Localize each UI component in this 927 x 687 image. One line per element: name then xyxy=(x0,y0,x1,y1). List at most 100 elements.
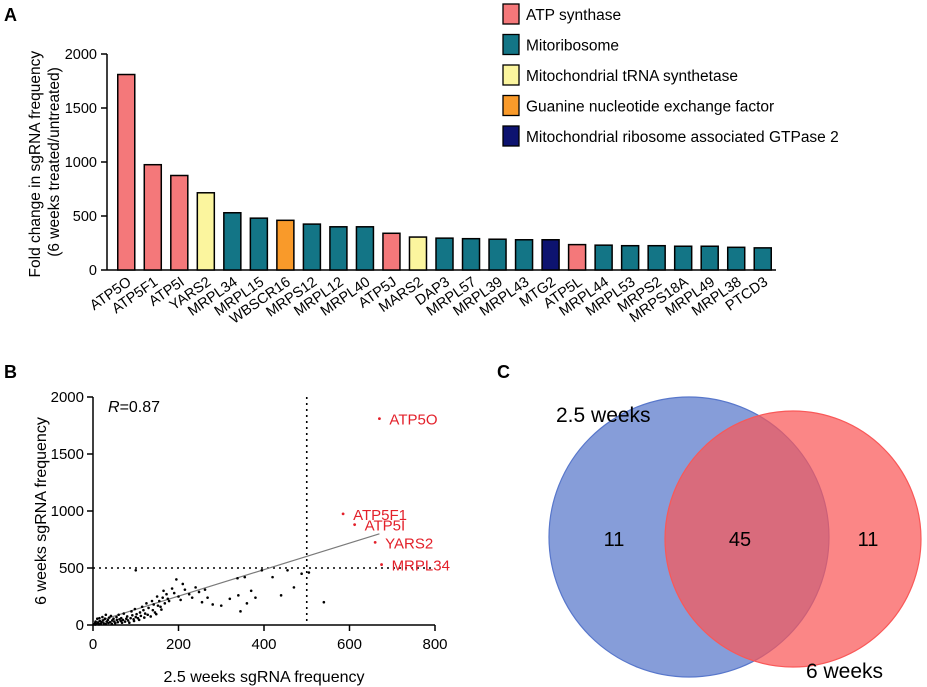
scatter-point xyxy=(109,614,113,618)
scatter-point xyxy=(159,605,162,609)
scatter-point xyxy=(115,618,119,622)
scatter-point xyxy=(187,592,191,596)
scatter-point xyxy=(166,597,170,601)
scatter-point xyxy=(152,603,156,606)
scatter-point xyxy=(106,618,110,622)
bar-y-tick-label: 1500 xyxy=(65,101,97,117)
scatter-point xyxy=(103,617,107,621)
bar xyxy=(567,243,587,271)
bar xyxy=(726,246,746,271)
scatter-point xyxy=(155,595,159,598)
bar-y-axis-label: Fold change in sgRNA frequency (6 weeks … xyxy=(27,47,63,278)
legend-swatch xyxy=(502,94,520,117)
highlight-point xyxy=(373,540,377,544)
bar xyxy=(541,239,560,271)
scatter-point xyxy=(121,618,125,622)
bar xyxy=(514,239,534,271)
r-value: =0.87 xyxy=(120,399,161,416)
legend-swatch xyxy=(502,64,520,86)
panel-label-a: A xyxy=(4,5,17,25)
scatter-point xyxy=(132,619,136,623)
venn-count-right-only: 11 xyxy=(858,529,879,551)
scatter-y-tick-label: 2000 xyxy=(51,389,84,406)
scatter-chart: 6 weeks sgRNA frequency 2.5 weeks sgRNA … xyxy=(33,389,450,686)
scatter-point xyxy=(292,586,296,589)
scatter-point xyxy=(123,620,127,623)
legend-label: Mitoribosome xyxy=(526,38,619,55)
scatter-y-axis-label: 6 weeks sgRNA frequency xyxy=(33,417,50,605)
bar xyxy=(488,238,507,271)
scatter-point xyxy=(125,615,129,618)
venn-circle-6-weeks xyxy=(664,410,922,668)
scatter-point xyxy=(151,608,155,612)
scatter-point xyxy=(183,588,187,591)
scatter-point xyxy=(108,620,112,624)
bar xyxy=(382,232,401,271)
scatter-point xyxy=(286,568,289,572)
bar xyxy=(143,163,163,271)
scatter-point xyxy=(139,614,143,618)
scatter-point xyxy=(128,621,131,625)
bar xyxy=(408,236,428,271)
highlight-point xyxy=(341,512,345,516)
legend-label: Guanine nucleotide exchange factor xyxy=(526,99,774,116)
scatter-point xyxy=(125,617,128,621)
scatter-y-tick-label: 1500 xyxy=(51,446,84,463)
scatter-point xyxy=(254,596,257,599)
highlight-label: ATP5I xyxy=(365,518,406,535)
venn-label-2-5-weeks: 2.5 weeks xyxy=(556,404,651,427)
legend-swatch xyxy=(502,33,520,56)
highlight-label: ATP5F1 xyxy=(353,507,407,524)
legend-swatch xyxy=(502,3,520,25)
scatter-point xyxy=(194,586,197,589)
highlight-point xyxy=(353,523,357,527)
panel-label-c: C xyxy=(497,362,510,382)
bar xyxy=(117,73,136,271)
bar xyxy=(276,219,295,271)
scatter-point xyxy=(203,588,207,591)
scatter-point xyxy=(245,602,249,605)
scatter-y-tick-label: 1000 xyxy=(51,503,84,520)
scatter-point xyxy=(154,612,158,616)
scatter-point xyxy=(131,614,134,617)
scatter-point xyxy=(243,575,247,579)
bar-y-tick-label: 500 xyxy=(73,209,97,225)
scatter-point xyxy=(130,610,133,613)
bar xyxy=(461,237,481,271)
scatter-point xyxy=(104,622,108,626)
scatter-point xyxy=(115,615,118,619)
bar-y-tick-label: 0 xyxy=(89,263,97,279)
scatter-point xyxy=(135,612,138,616)
scatter-point xyxy=(190,596,194,599)
scatter-point xyxy=(104,613,108,617)
bar-chart: Fold change in sgRNA frequency (6 weeks … xyxy=(27,47,776,327)
scatter-point xyxy=(117,613,120,617)
bar xyxy=(700,245,719,271)
highlight-point xyxy=(378,417,381,421)
scatter-point xyxy=(149,615,153,618)
scatter-point xyxy=(140,605,144,609)
scatter-point xyxy=(160,608,163,611)
scatter-x-tick-label: 200 xyxy=(166,636,191,653)
scatter-point xyxy=(271,575,274,579)
venn-label-6-weeks: 6 weeks xyxy=(806,660,883,683)
scatter-point xyxy=(101,619,105,622)
scatter-x-tick-label: 800 xyxy=(422,636,447,653)
bar xyxy=(753,247,772,271)
scatter-point xyxy=(206,596,209,599)
scatter-point xyxy=(134,615,138,619)
scatter-point xyxy=(162,589,165,593)
bar xyxy=(170,174,189,271)
bar xyxy=(329,226,348,271)
scatter-point xyxy=(102,621,105,625)
legend: ATP synthase Mitoribosome Mitochondrial tR… xyxy=(502,3,839,147)
scatter-point xyxy=(179,598,182,602)
bar xyxy=(435,237,454,271)
scatter-point xyxy=(147,606,150,610)
scatter-point xyxy=(122,612,126,615)
scatter-point xyxy=(181,582,185,586)
scatter-point xyxy=(165,592,168,596)
scatter-point xyxy=(163,602,167,605)
scatter-point xyxy=(175,578,178,581)
scatter-point xyxy=(237,594,240,597)
